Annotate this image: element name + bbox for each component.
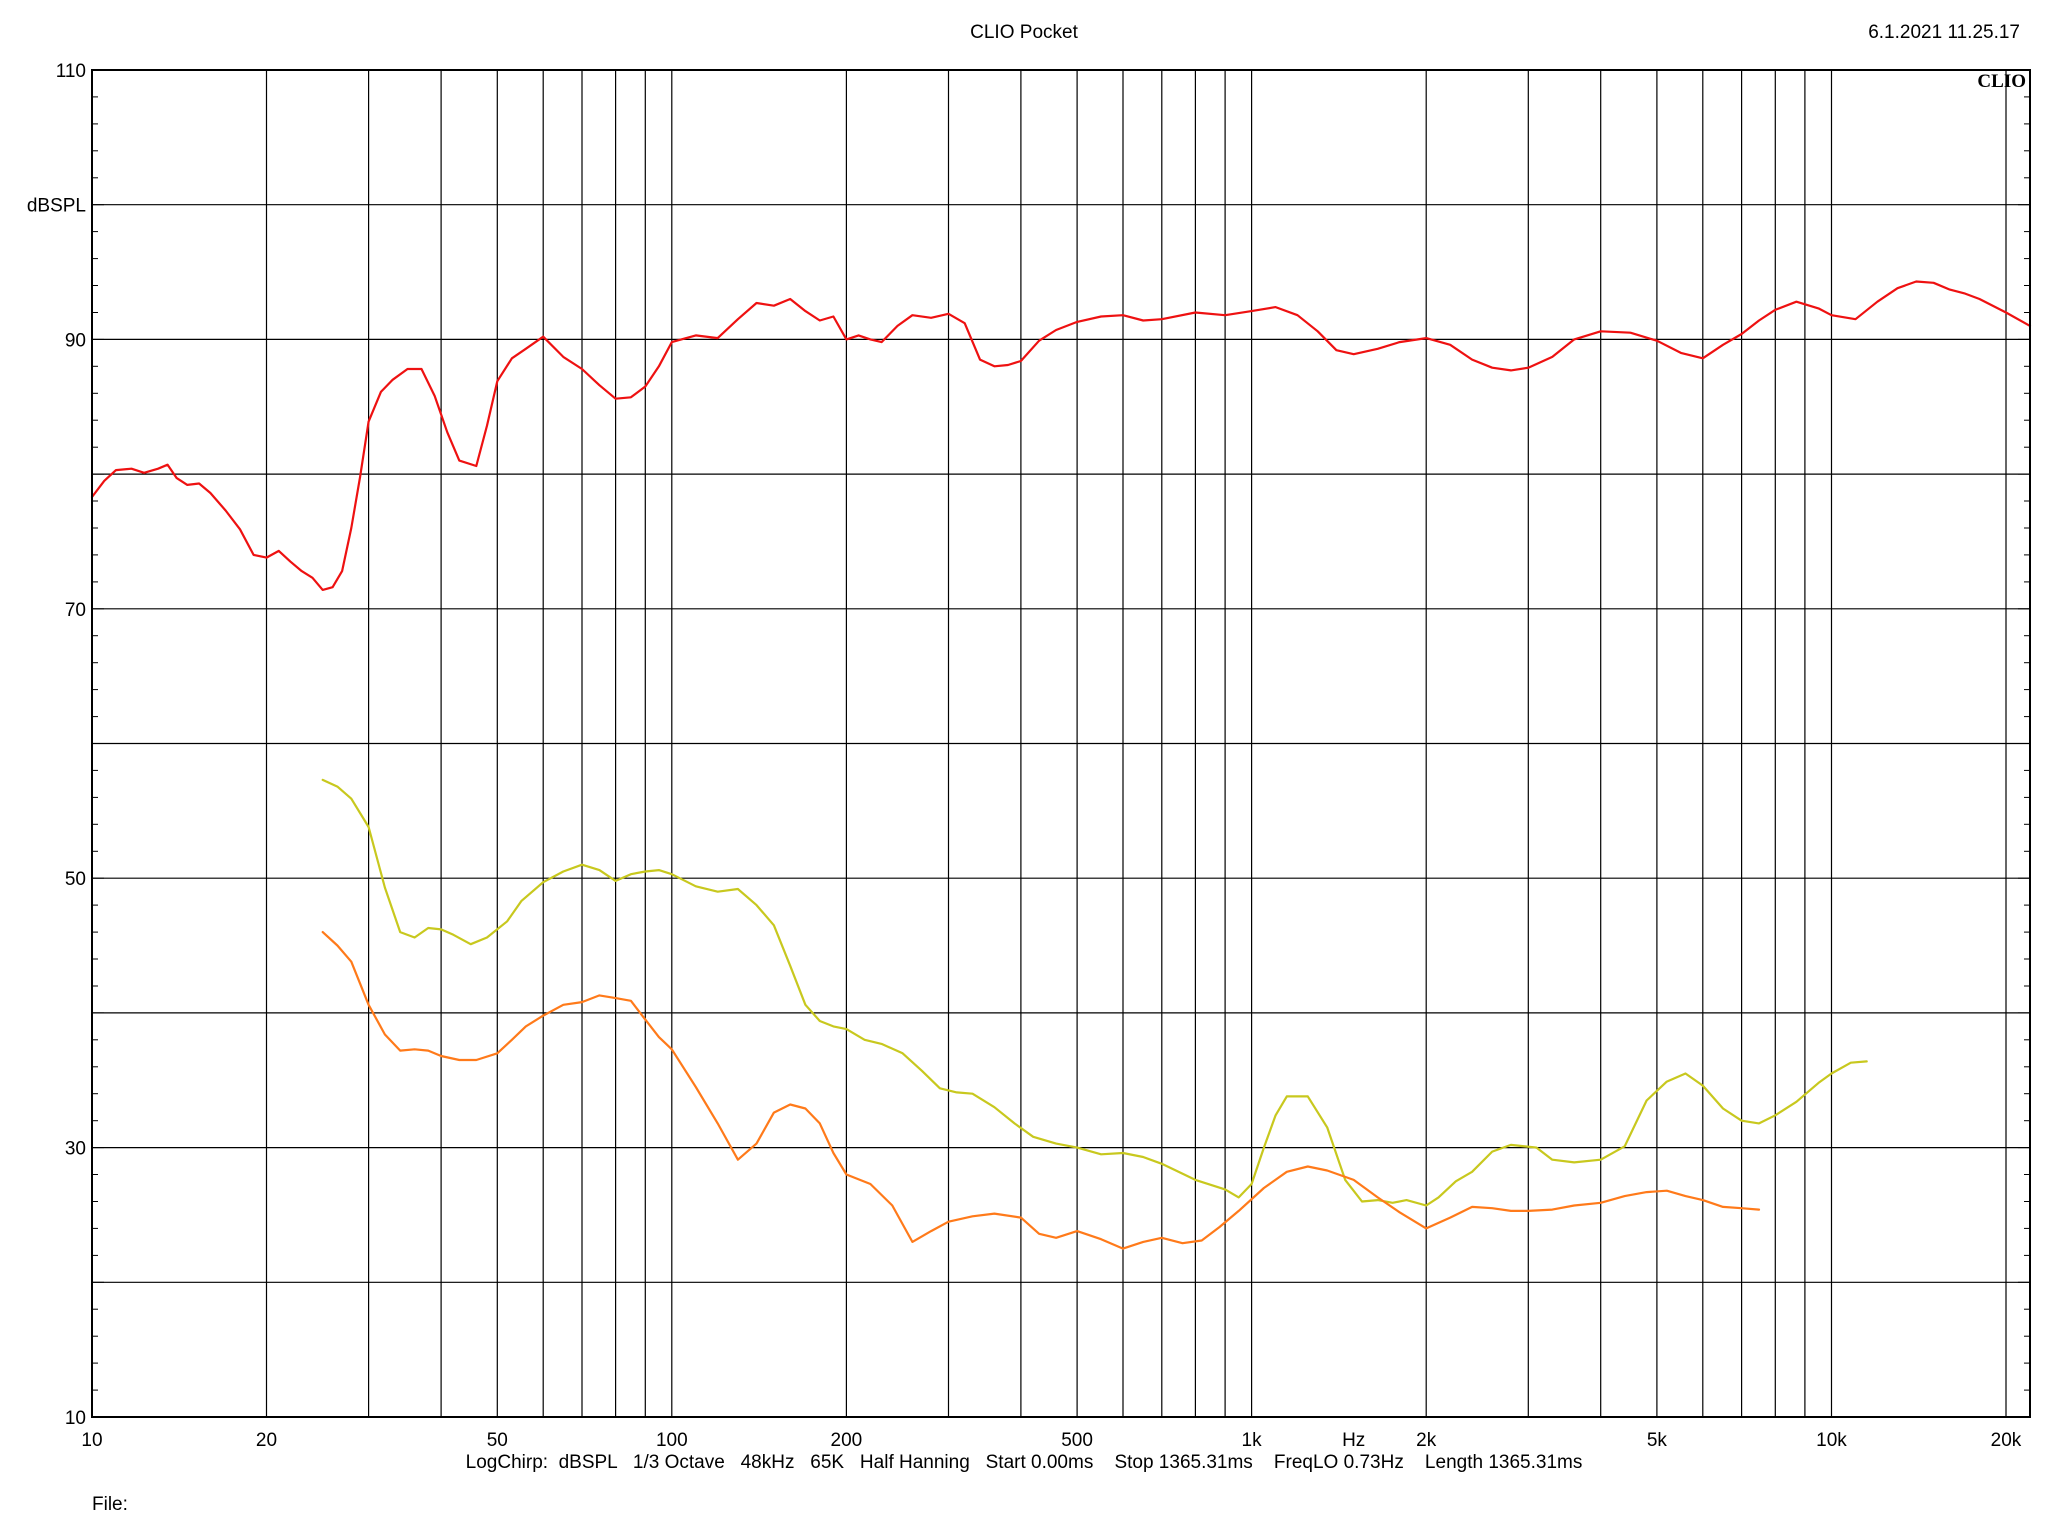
series-line-2 [321, 778, 1868, 1207]
measurement-settings: LogChirp: dBSPL 1/3 Octave 48kHz 65K Hal… [465, 1452, 1583, 1473]
x-axis-label: Hz [1342, 1430, 1365, 1451]
y-tick-label: 30 [65, 1139, 86, 1160]
y-tick-label: 70 [65, 600, 86, 621]
tick-layer: 10 20 50 100 200 500 1k 2k 5k 10k 20k 110 90 70 50 30 10 [56, 61, 2030, 1451]
x-tick-label: 500 [1061, 1430, 1093, 1451]
chart-title: CLIO Pocket [970, 22, 1078, 43]
x-tick-label: 20 [256, 1430, 277, 1451]
x-tick-label: 5k [1647, 1430, 1668, 1451]
plot-frame [91, 69, 2031, 1418]
x-tick-label: 50 [487, 1430, 508, 1451]
x-tick-label: 2k [1416, 1430, 1437, 1451]
grid-layer [91, 69, 2030, 1418]
y-tick-label: 10 [65, 1408, 86, 1429]
timestamp: 6.1.2021 11.25.17 [1868, 22, 2020, 43]
x-tick-label: 10 [81, 1430, 102, 1451]
x-tick-label: 1k [1242, 1430, 1263, 1451]
x-tick-label: 100 [656, 1430, 688, 1451]
y-axis-label: dBSPL [27, 196, 86, 217]
x-tick-label: 200 [831, 1430, 863, 1451]
clio-watermark: CLIO [1977, 71, 2026, 92]
y-tick-label: 110 [56, 61, 86, 82]
series-layer [90, 280, 2032, 1250]
series-line-3 [321, 930, 1761, 1250]
series-line-1 [90, 280, 2032, 592]
y-tick-label: 50 [65, 869, 86, 890]
y-tick-label: 90 [65, 330, 86, 351]
file-label: File: [92, 1494, 128, 1515]
x-tick-label: 10k [1816, 1430, 1847, 1451]
x-tick-label: 20k [1991, 1430, 2022, 1451]
